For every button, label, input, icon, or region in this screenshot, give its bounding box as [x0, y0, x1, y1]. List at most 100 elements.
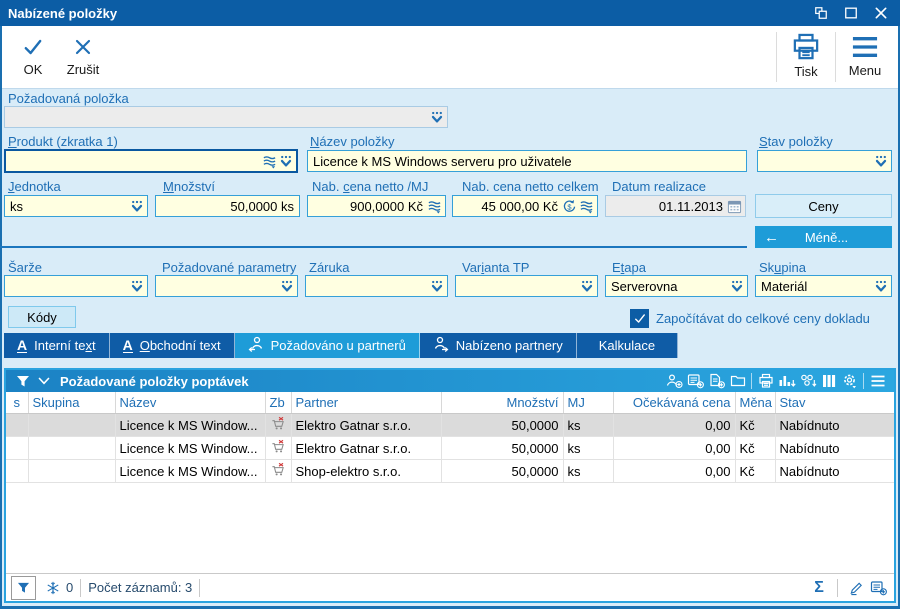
table-row[interactable]: Licence k MS Window... Shop-elektro s.r.… — [6, 459, 894, 483]
variant-field[interactable] — [455, 275, 598, 297]
calendar-icon[interactable] — [727, 199, 742, 214]
tab-kalkulace[interactable]: Kalkulace — [576, 333, 679, 358]
add-partner-icon[interactable] — [664, 371, 685, 391]
col-nazev[interactable]: Název — [115, 392, 266, 414]
batch-field[interactable] — [4, 275, 148, 297]
item-name-field[interactable]: Licence k MS Windows serveru pro uživate… — [307, 150, 747, 172]
col-mena[interactable]: Měna — [735, 392, 776, 414]
unit-price-field[interactable]: 900,0000 Kč — [307, 195, 446, 217]
total-price-field[interactable]: 45 000,00 Kč — [452, 195, 598, 217]
col-skupina[interactable]: Skupina — [28, 392, 116, 414]
tab-pozadovano-u-partneru[interactable]: Požadováno u partnerů — [234, 333, 420, 358]
price-stack-icon[interactable] — [427, 199, 442, 214]
col-mj[interactable]: MJ — [563, 392, 614, 414]
total-price-label: Nab. cena netto celkem — [462, 179, 599, 194]
recalculate-icon[interactable] — [562, 199, 577, 214]
check-icon — [22, 38, 44, 59]
table-row[interactable]: Licence k MS Window... Elektro Gatnar s.… — [6, 413, 894, 437]
dropdown-icon[interactable] — [280, 280, 294, 293]
related-records-icon[interactable] — [797, 371, 818, 391]
table-row[interactable]: Licence k MS Window... Elektro Gatnar s.… — [6, 436, 894, 460]
dropdown-icon[interactable] — [430, 280, 444, 293]
required-params-field[interactable] — [155, 275, 298, 297]
less-button[interactable]: ← Méně... — [755, 226, 892, 248]
close-x-icon — [73, 38, 93, 59]
grid-statusbar: 0 Počet záznamů: 3 Σ — [6, 573, 894, 601]
main-toolbar: OK Zrušit Tisk Menu — [2, 26, 898, 89]
cart-x-icon — [271, 465, 286, 480]
price-stack-icon[interactable] — [579, 199, 594, 214]
tab-strip: A Interní text A Obchodní text Požadován… — [4, 333, 679, 358]
unit-field[interactable]: ks — [4, 195, 148, 217]
codes-button[interactable]: Kódy — [8, 306, 76, 328]
frozen-count: 0 — [66, 580, 74, 595]
include-in-total-checkbox[interactable] — [630, 309, 649, 328]
close-icon[interactable] — [874, 6, 888, 20]
group-label: Skupina — [759, 260, 806, 275]
tab-obchodni-text[interactable]: A Obchodní text — [109, 333, 235, 358]
dropdown-icon[interactable] — [130, 280, 144, 293]
col-stav[interactable]: Stav — [775, 392, 894, 414]
requests-table: s Skupina Název Zb Partner Množství MJ O… — [6, 392, 894, 483]
dropdown-icon[interactable] — [874, 155, 888, 168]
dropdown-icon[interactable] — [580, 280, 594, 293]
warranty-label: Záruka — [309, 260, 350, 275]
dropdown-icon[interactable] — [430, 111, 444, 124]
menu-button-label: Menu — [848, 62, 882, 78]
col-partner[interactable]: Partner — [291, 392, 442, 414]
unit-price-label: Nab. cena netto /MJ — [312, 179, 429, 194]
folder-icon[interactable] — [727, 371, 748, 391]
cancel-button[interactable]: Zrušit — [58, 30, 108, 84]
maximize-icon[interactable] — [844, 6, 858, 20]
person-arrow-left-icon — [248, 336, 264, 355]
realization-date-field[interactable]: 01.11.2013 — [605, 195, 746, 217]
sum-icon[interactable]: Σ — [814, 578, 824, 596]
edit-icon[interactable] — [845, 580, 867, 596]
ok-button[interactable]: OK — [8, 30, 58, 84]
text-icon: A — [17, 336, 28, 353]
menu-button[interactable]: Menu — [840, 30, 890, 84]
settings-icon[interactable] — [839, 371, 860, 391]
dropdown-icon[interactable] — [874, 280, 888, 293]
col-mnozstvi[interactable]: Množství — [441, 392, 564, 414]
product-field[interactable] — [4, 149, 298, 173]
add-record-icon[interactable] — [685, 371, 706, 391]
item-status-field[interactable] — [757, 150, 892, 172]
cart-x-icon — [271, 419, 286, 434]
print-grid-icon[interactable] — [755, 371, 776, 391]
requested-item-field[interactable] — [4, 106, 448, 128]
price-stack-icon[interactable] — [262, 154, 277, 169]
print-button[interactable]: Tisk — [781, 30, 831, 84]
prices-button[interactable]: Ceny — [755, 194, 892, 218]
variant-label: Varianta TP — [462, 260, 530, 275]
tab-interni-text[interactable]: A Interní text — [4, 333, 110, 358]
warranty-field[interactable] — [305, 275, 448, 297]
col-s[interactable]: s — [6, 392, 29, 414]
grid-menu-icon[interactable] — [867, 371, 888, 391]
grid-panel-header: Požadované položky poptávek — [6, 370, 894, 392]
freeze-icon[interactable] — [42, 581, 64, 595]
quantity-field[interactable]: 50,0000 ks — [155, 195, 300, 217]
add-form-icon[interactable] — [867, 580, 889, 596]
add-document-icon[interactable] — [706, 371, 727, 391]
dropdown-icon[interactable] — [130, 200, 144, 213]
group-field[interactable]: Materiál — [755, 275, 892, 297]
columns-icon[interactable] — [818, 371, 839, 391]
restore-icon[interactable] — [814, 6, 828, 20]
include-in-total-label: Započítávat do celkové ceny dokladu — [656, 311, 870, 326]
col-ocekavana-cena[interactable]: Očekávaná cena — [613, 392, 736, 414]
stage-field[interactable]: Serverovna — [605, 275, 748, 297]
hamburger-icon — [853, 37, 877, 60]
person-arrow-right-icon — [433, 336, 449, 355]
tab-nabizeno-partnery[interactable]: Nabízeno partnery — [419, 333, 577, 358]
chart-icon[interactable] — [776, 371, 797, 391]
chevron-down-icon[interactable] — [33, 371, 54, 391]
less-button-label: Méně... — [804, 229, 849, 245]
dropdown-icon[interactable] — [279, 155, 293, 168]
filter-icon[interactable] — [12, 371, 33, 391]
batch-label: Šarže — [8, 260, 42, 275]
filter-toggle-button[interactable] — [11, 575, 36, 600]
dropdown-icon[interactable] — [730, 280, 744, 293]
col-zb[interactable]: Zb — [265, 392, 292, 414]
table-header-row: s Skupina Název Zb Partner Množství MJ O… — [6, 392, 894, 414]
